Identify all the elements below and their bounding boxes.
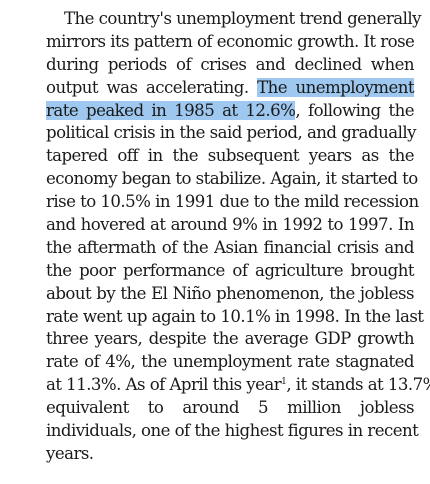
text-line-6: political crisis in the said period, and… xyxy=(46,123,416,143)
text-line-15: three years, despite the average GDP gro… xyxy=(46,329,415,349)
text-line-5: rate peaked in 1985 at 12.6%, following … xyxy=(46,100,415,123)
text-line-1: The country's unemployment trend general… xyxy=(64,9,421,28)
footnote-marker[interactable]: 1 xyxy=(281,377,287,388)
text-line-3: during periods of crises and declined wh… xyxy=(46,54,415,74)
text-line-19: individuals, one of the highest figures … xyxy=(46,421,419,441)
selected-text[interactable]: rate peaked in 1985 at 12.6% xyxy=(46,100,296,120)
text-segment: output was accelerating. xyxy=(46,77,258,97)
text-line-10: and hovered at around 9% in 1992 to 1997… xyxy=(46,215,415,235)
text-line-2: mirrors its pattern of economic growth. … xyxy=(46,31,415,51)
text-line-9: rise to 10.5% in 1991 due to the mild re… xyxy=(46,192,419,212)
text-line-13: about by the El Niño phenomenon, the job… xyxy=(46,283,415,303)
text-line-8: economy began to stabilize. Again, it st… xyxy=(46,169,418,189)
text-line-11: the aftermath of the Asian financial cri… xyxy=(46,237,415,257)
text-line-16: rate of 4%, the unemployment rate stagna… xyxy=(46,352,415,372)
text-line-20: years. xyxy=(46,443,94,463)
text-line-14: rate went up again to 10.1% in 1998. In … xyxy=(46,306,424,326)
document-paragraph: The country's unemployment trend general… xyxy=(46,8,430,466)
text-segment: at 11.3%. As of April this year xyxy=(46,375,282,395)
text-line-18: equivalent to around 5 million jobless xyxy=(46,398,415,418)
selected-text[interactable]: The unemployment xyxy=(257,77,415,97)
text-line-7: tapered off in the subsequent years as t… xyxy=(46,146,415,166)
text-segment: , following the xyxy=(295,100,415,120)
text-line-17: at 11.3%. As of April this year1, it sta… xyxy=(46,374,430,397)
text-segment: , it stands at 13.7% xyxy=(286,375,430,395)
text-line-12: the poor performance of agriculture brou… xyxy=(46,260,415,280)
text-line-4: output was accelerating. The unemploymen… xyxy=(46,77,415,100)
